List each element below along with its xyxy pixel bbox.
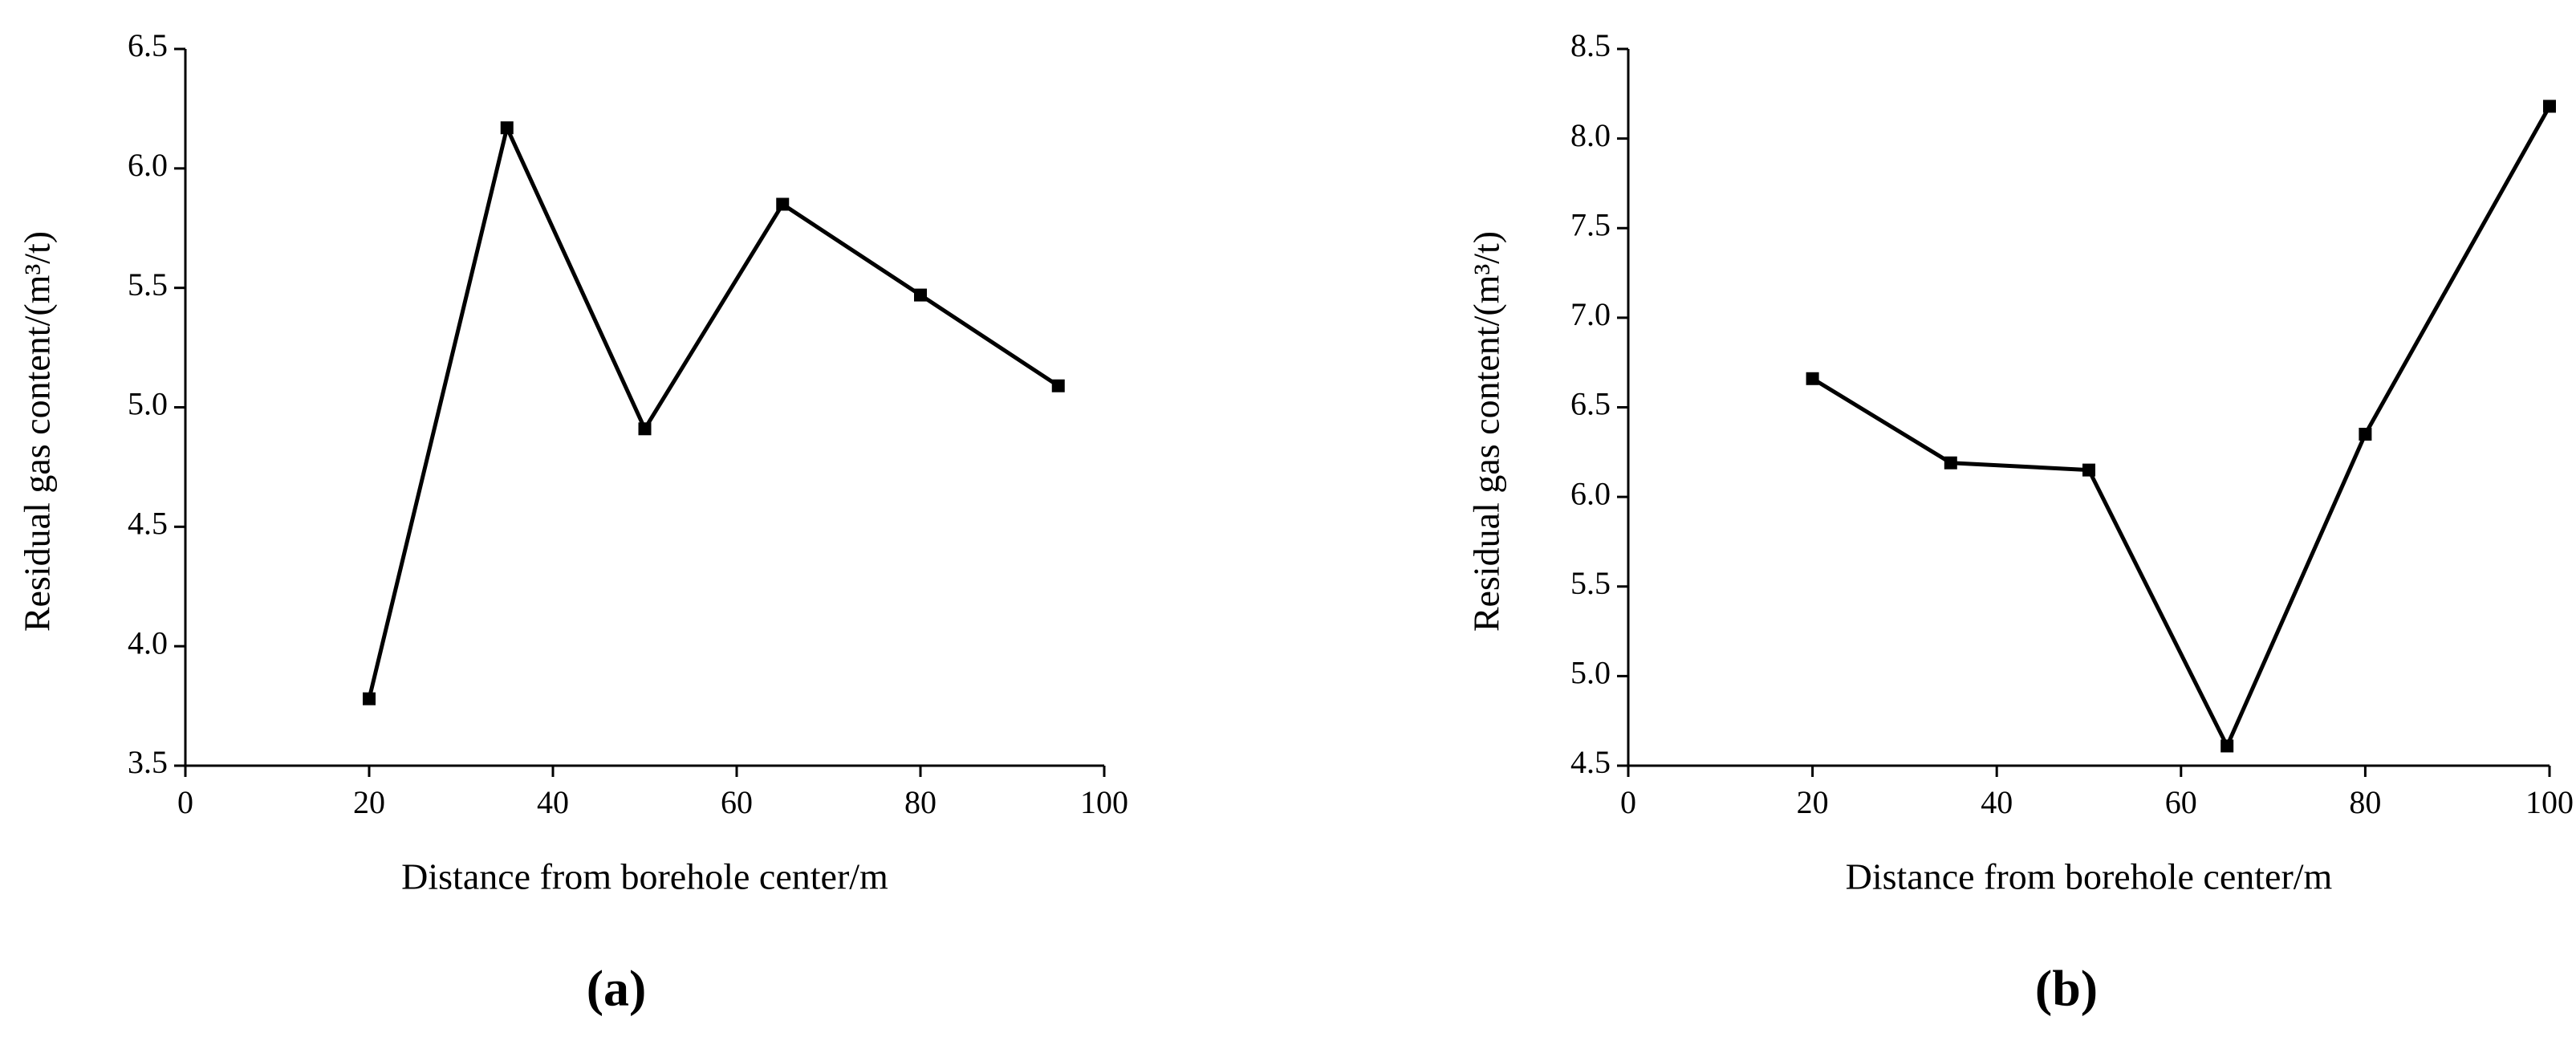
y-tick-label: 6.0 [1570,475,1611,511]
data-point [776,197,790,211]
y-tick-label: 5.0 [128,386,168,422]
x-tick-label: 60 [721,784,753,820]
data-point [2220,739,2234,753]
x-tick-label: 80 [904,784,937,820]
y-tick-label: 6.5 [128,27,168,63]
data-point [914,288,927,302]
x-tick-label: 40 [1981,784,2013,820]
y-axis-title: Residual gas content/(m³/t) [1466,231,1507,632]
x-tick-label: 0 [1620,784,1636,820]
data-point [638,422,652,436]
y-tick-label: 6.0 [128,147,168,183]
data-point [2082,463,2095,477]
y-tick-label: 5.5 [128,266,168,303]
data-point [1944,456,1957,470]
x-tick-label: 0 [177,784,193,820]
y-axis-title: Residual gas content/(m³/t) [17,231,58,632]
data-point [1051,379,1065,392]
x-axis-title: Distance from borehole center/m [401,856,888,897]
y-tick-label: 4.5 [1570,744,1611,780]
data-line [367,125,1060,700]
data-point [500,121,514,135]
x-tick-label: 20 [1797,784,1829,820]
y-tick-label: 3.5 [128,744,168,780]
y-tick-label: 4.0 [128,624,168,661]
x-tick-label: 100 [1080,784,1128,820]
data-point [2359,427,2372,441]
x-tick-label: 80 [2349,784,2381,820]
y-tick-label: 7.0 [1570,296,1611,332]
y-tick-label: 7.5 [1570,206,1611,242]
panel-label: (b) [2035,960,2098,1017]
data-line [1811,105,2552,748]
x-tick-label: 20 [353,784,385,820]
data-point [363,692,376,705]
y-tick-label: 6.5 [1570,386,1611,422]
y-tick-label: 8.0 [1570,117,1611,153]
data-point [1806,372,1819,385]
y-tick-label: 8.5 [1570,27,1611,63]
panel-label: (a) [587,960,647,1017]
x-tick-label: 40 [537,784,569,820]
x-axis-title: Distance from borehole center/m [1846,856,2333,897]
y-tick-label: 4.5 [128,506,168,542]
x-tick-label: 60 [2165,784,2197,820]
data-point [2543,100,2556,113]
y-tick-label: 5.5 [1570,565,1611,601]
y-tick-label: 5.0 [1570,655,1611,691]
x-tick-label: 100 [2525,784,2574,820]
